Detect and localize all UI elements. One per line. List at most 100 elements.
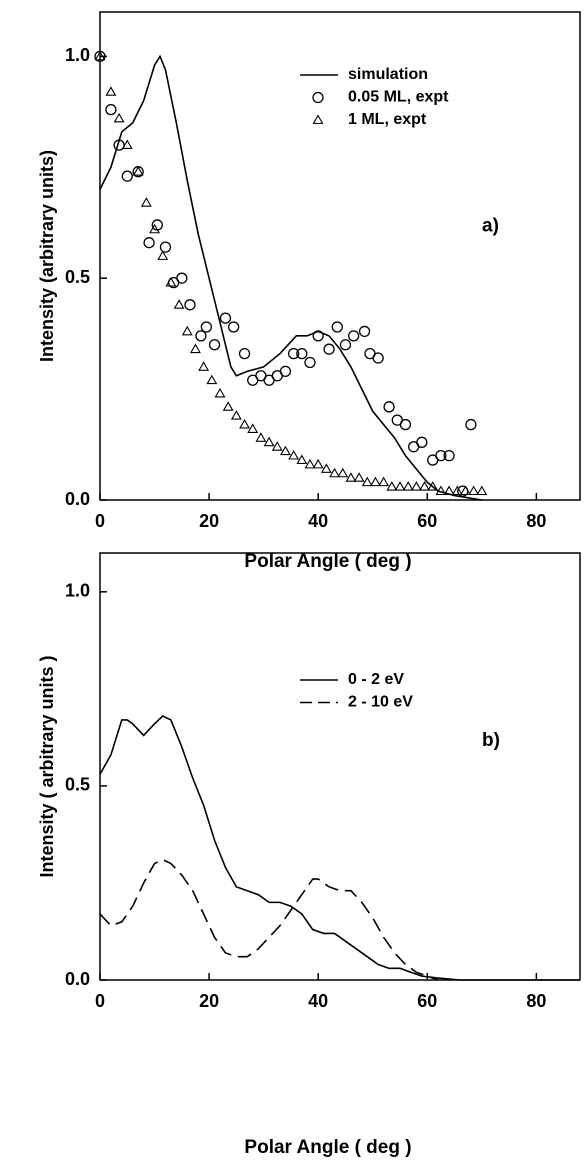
triangle-marker: [165, 277, 177, 287]
triangle-marker: [320, 463, 332, 473]
triangle-marker: [206, 374, 218, 385]
legend-label: 1 ML, expt: [348, 111, 427, 128]
y-tick-label: 0.5: [65, 267, 90, 287]
triangle-marker: [214, 387, 226, 398]
legend-entry: simulation: [300, 66, 428, 83]
triangle-marker: [468, 485, 480, 496]
triangle-marker: [402, 481, 414, 491]
legend-label: 2 - 10 eV: [348, 694, 413, 711]
triangle-marker: [271, 441, 283, 451]
triangle-marker: [435, 485, 447, 496]
triangle-marker: [149, 223, 160, 234]
triangle-marker: [181, 325, 193, 336]
x-tick-label: 40: [308, 991, 328, 1011]
legend-swatch: [312, 114, 324, 124]
circle-marker: [238, 347, 251, 360]
circle-marker: [105, 103, 117, 116]
y-tick-label: 1.0: [65, 581, 90, 601]
legend-entry: 0.05 ML, expt: [312, 89, 449, 106]
circle-marker: [383, 401, 395, 413]
x-tick-label: 80: [526, 991, 546, 1011]
triangle-marker: [132, 166, 144, 176]
triangle-marker: [443, 485, 455, 496]
circle-marker: [339, 339, 352, 351]
circle-marker: [465, 418, 477, 431]
triangle-marker: [239, 418, 250, 429]
circle-marker: [296, 347, 308, 360]
plot-frame: [99, 11, 581, 501]
triangle-marker: [190, 343, 201, 354]
panel: 0 20 40 60 80 0.0 0.5 1.0 Polar Angle ( deg ) Int…: [37, 11, 581, 572]
line-series: [99, 715, 580, 981]
circle-marker: [151, 219, 163, 231]
x-tick-label: 80: [526, 511, 546, 531]
triangle-marker: [304, 458, 316, 469]
triangle-marker: [230, 410, 242, 420]
circle-marker: [416, 436, 428, 448]
triangle-marker: [255, 432, 267, 442]
circle-marker: [323, 343, 335, 355]
triangle-marker: [312, 458, 324, 469]
triangle-marker: [345, 472, 357, 482]
circle-marker: [312, 330, 324, 342]
line-series: [99, 54, 482, 501]
panel: 0 20 40 60 80 0.0 0.5 1.0 Polar Angle ( deg ) Int…: [37, 552, 581, 1158]
y-tick-label: 1.0: [65, 45, 90, 65]
x-tick-label: 20: [199, 511, 219, 531]
circle-marker: [358, 325, 371, 338]
triangle-marker: [157, 250, 169, 260]
x-axis-label: Polar Angle ( deg ): [244, 1137, 411, 1158]
legend-entry: 1 ML, expt: [312, 111, 427, 128]
line-series: [99, 858, 439, 981]
triangle-marker: [361, 476, 373, 487]
triangle-marker: [460, 485, 471, 496]
triangle-marker: [370, 476, 381, 487]
plot-frame: [99, 552, 581, 981]
circle-marker: [331, 321, 343, 333]
circle-marker: [176, 272, 188, 284]
x-tick-label: 20: [199, 991, 219, 1011]
triangle-marker: [280, 445, 291, 456]
circle-marker: [279, 365, 292, 377]
triangle-marker: [140, 197, 152, 207]
circle-marker: [208, 339, 221, 351]
x-tick-label: 40: [308, 511, 328, 531]
annotation: a): [482, 216, 499, 237]
triangle-marker: [394, 481, 406, 491]
circle-marker: [219, 312, 232, 324]
y-axis-label: Intensity ( arbitrary units ): [37, 655, 57, 877]
triangle-marker: [222, 401, 234, 411]
y-tick-label: 0.0: [65, 489, 90, 509]
y-tick-label: 0.0: [65, 969, 90, 989]
x-tick-label: 0: [95, 991, 105, 1011]
legend-label: simulation: [348, 66, 428, 83]
x-tick-label: 0: [95, 511, 105, 531]
triangle-marker: [121, 139, 133, 150]
legend-label: 0 - 2 eV: [348, 671, 404, 688]
circle-marker: [435, 449, 447, 462]
triangle-marker: [173, 299, 185, 309]
triangle-marker: [329, 467, 340, 478]
circle-marker: [227, 321, 240, 333]
triangle-marker: [198, 361, 210, 371]
circle-marker: [399, 418, 412, 431]
circle-marker: [347, 330, 360, 342]
triangle-marker: [337, 467, 349, 478]
triangle-marker: [288, 450, 300, 460]
circle-marker: [184, 299, 196, 311]
triangle-marker: [386, 481, 398, 491]
circle-marker: [195, 330, 207, 342]
triangle-marker: [105, 86, 117, 96]
circle-marker: [143, 237, 155, 249]
triangle-marker: [247, 423, 259, 433]
triangle-marker: [476, 485, 488, 496]
circle-marker: [287, 347, 300, 360]
triangle-marker: [94, 50, 106, 61]
y-tick-label: 0.5: [65, 775, 90, 795]
circle-marker: [372, 352, 384, 364]
x-axis-label: Polar Angle ( deg ): [244, 551, 411, 572]
triangle-marker: [353, 472, 365, 482]
triangle-marker: [410, 481, 422, 491]
